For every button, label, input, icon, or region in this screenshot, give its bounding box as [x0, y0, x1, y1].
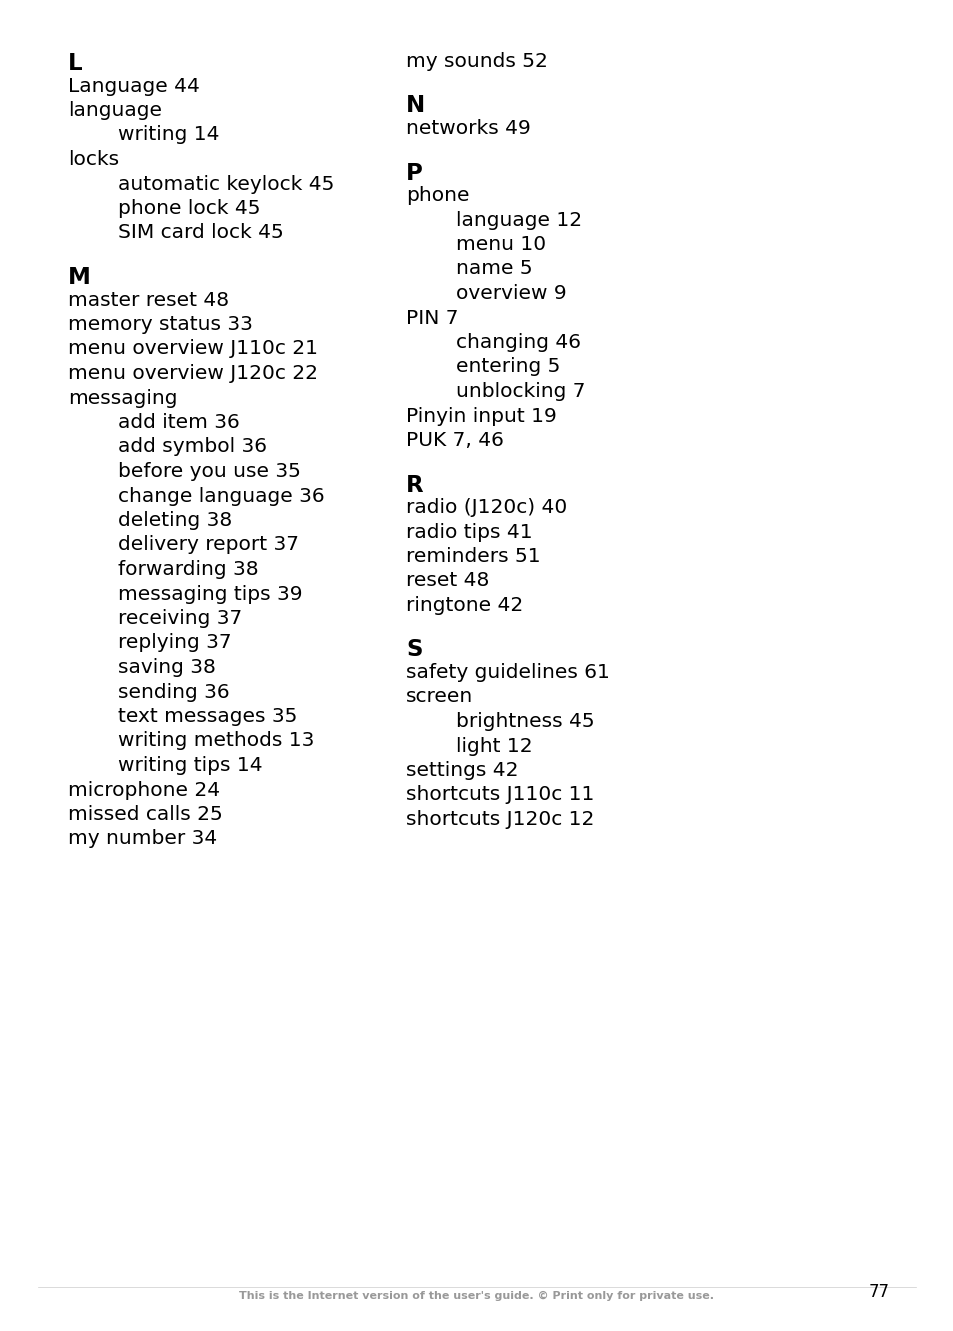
Text: L: L	[68, 52, 83, 75]
Text: PIN 7: PIN 7	[406, 309, 458, 327]
Text: radio (J120c) 40: radio (J120c) 40	[406, 498, 567, 516]
Text: language: language	[68, 101, 162, 120]
Text: master reset 48: master reset 48	[68, 290, 229, 310]
Text: add item 36: add item 36	[118, 413, 239, 433]
Text: S: S	[406, 639, 422, 662]
Text: entering 5: entering 5	[456, 358, 559, 377]
Text: messaging: messaging	[68, 389, 177, 407]
Text: brightness 45: brightness 45	[456, 712, 594, 731]
Text: reset 48: reset 48	[406, 571, 489, 591]
Text: overview 9: overview 9	[456, 284, 566, 303]
Text: menu overview J110c 21: menu overview J110c 21	[68, 339, 317, 358]
Text: menu overview J120c 22: menu overview J120c 22	[68, 363, 317, 383]
Text: locks: locks	[68, 150, 119, 169]
Text: name 5: name 5	[456, 260, 532, 278]
Text: my number 34: my number 34	[68, 829, 217, 848]
Text: text messages 35: text messages 35	[118, 707, 297, 725]
Text: screen: screen	[406, 688, 473, 707]
Text: missed calls 25: missed calls 25	[68, 805, 222, 824]
Text: writing methods 13: writing methods 13	[118, 732, 314, 751]
Text: receiving 37: receiving 37	[118, 610, 242, 628]
Text: automatic keylock 45: automatic keylock 45	[118, 174, 334, 193]
Text: SIM card lock 45: SIM card lock 45	[118, 224, 283, 242]
Text: before you use 35: before you use 35	[118, 462, 300, 480]
Text: Language 44: Language 44	[68, 76, 200, 96]
Text: 77: 77	[868, 1283, 889, 1300]
Text: add symbol 36: add symbol 36	[118, 438, 267, 457]
Text: PUK 7, 46: PUK 7, 46	[406, 431, 503, 450]
Text: memory status 33: memory status 33	[68, 315, 253, 334]
Text: reminders 51: reminders 51	[406, 547, 540, 566]
Text: menu 10: menu 10	[456, 236, 545, 254]
Text: radio tips 41: radio tips 41	[406, 523, 532, 542]
Text: saving 38: saving 38	[118, 658, 215, 677]
Text: unblocking 7: unblocking 7	[456, 382, 585, 401]
Text: writing tips 14: writing tips 14	[118, 756, 262, 775]
Text: M: M	[68, 266, 91, 289]
Text: phone lock 45: phone lock 45	[118, 200, 260, 218]
Text: changing 46: changing 46	[456, 333, 580, 351]
Text: Pinyin input 19: Pinyin input 19	[406, 406, 557, 426]
Text: forwarding 38: forwarding 38	[118, 560, 258, 579]
Text: change language 36: change language 36	[118, 487, 324, 506]
Text: deleting 38: deleting 38	[118, 511, 232, 530]
Text: writing 14: writing 14	[118, 125, 219, 145]
Text: shortcuts J120c 12: shortcuts J120c 12	[406, 811, 594, 829]
Text: delivery report 37: delivery report 37	[118, 535, 298, 555]
Text: P: P	[406, 161, 422, 185]
Text: phone: phone	[406, 186, 469, 205]
Text: This is the Internet version of the user's guide. © Print only for private use.: This is the Internet version of the user…	[239, 1291, 714, 1300]
Text: my sounds 52: my sounds 52	[406, 52, 547, 71]
Text: sending 36: sending 36	[118, 683, 230, 701]
Text: R: R	[406, 474, 423, 496]
Text: replying 37: replying 37	[118, 634, 232, 652]
Text: safety guidelines 61: safety guidelines 61	[406, 663, 609, 681]
Text: light 12: light 12	[456, 736, 532, 756]
Text: N: N	[406, 95, 425, 117]
Text: networks 49: networks 49	[406, 118, 530, 138]
Text: settings 42: settings 42	[406, 761, 518, 780]
Text: shortcuts J110c 11: shortcuts J110c 11	[406, 785, 594, 804]
Text: messaging tips 39: messaging tips 39	[118, 584, 302, 603]
Text: ringtone 42: ringtone 42	[406, 596, 522, 615]
Text: language 12: language 12	[456, 210, 581, 229]
Text: microphone 24: microphone 24	[68, 780, 220, 800]
